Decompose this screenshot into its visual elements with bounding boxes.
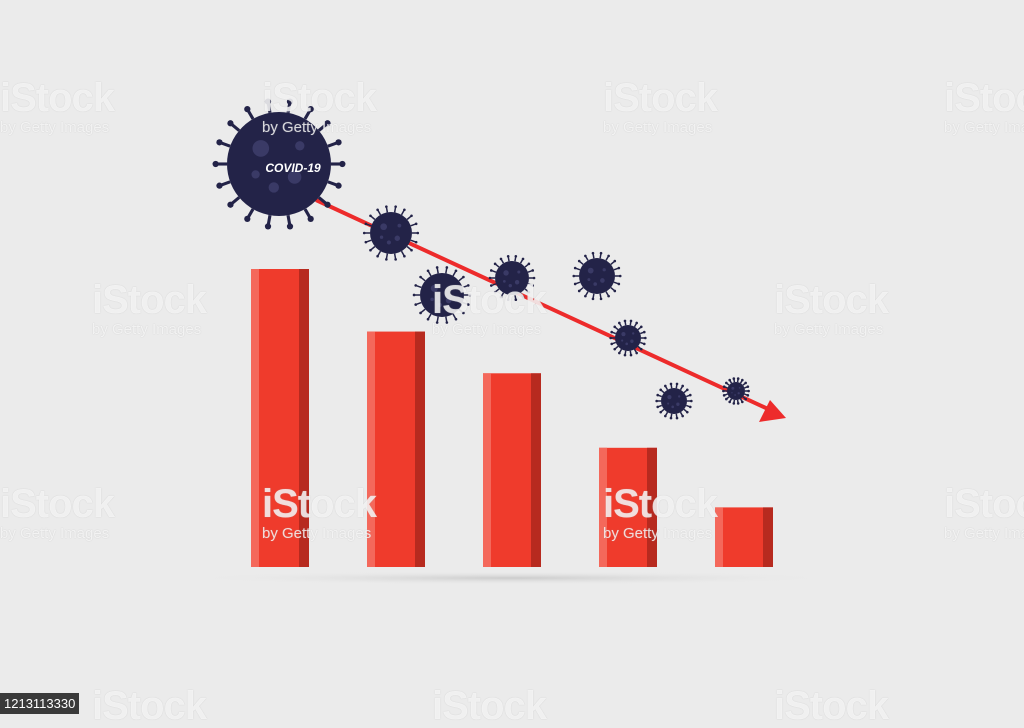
virus-particles bbox=[212, 98, 750, 420]
floor-shadow bbox=[181, 571, 841, 585]
covid-19-label: COVID-19 bbox=[265, 161, 321, 175]
virus-icon bbox=[655, 382, 693, 420]
trend-arrow-head bbox=[759, 400, 786, 422]
virus-icon bbox=[572, 251, 622, 301]
bar bbox=[251, 269, 309, 567]
bar bbox=[367, 331, 425, 567]
bars bbox=[251, 269, 773, 567]
bar bbox=[483, 373, 541, 567]
bar bbox=[599, 447, 657, 567]
virus-icon bbox=[609, 319, 647, 357]
stock-id-label: 1213113330 bbox=[0, 693, 80, 714]
virus-icon bbox=[412, 266, 472, 324]
virus-icon bbox=[722, 377, 750, 405]
virus-icon bbox=[362, 205, 420, 261]
bar bbox=[715, 507, 773, 567]
virus-icon bbox=[488, 254, 536, 302]
virus-icon bbox=[212, 98, 346, 230]
